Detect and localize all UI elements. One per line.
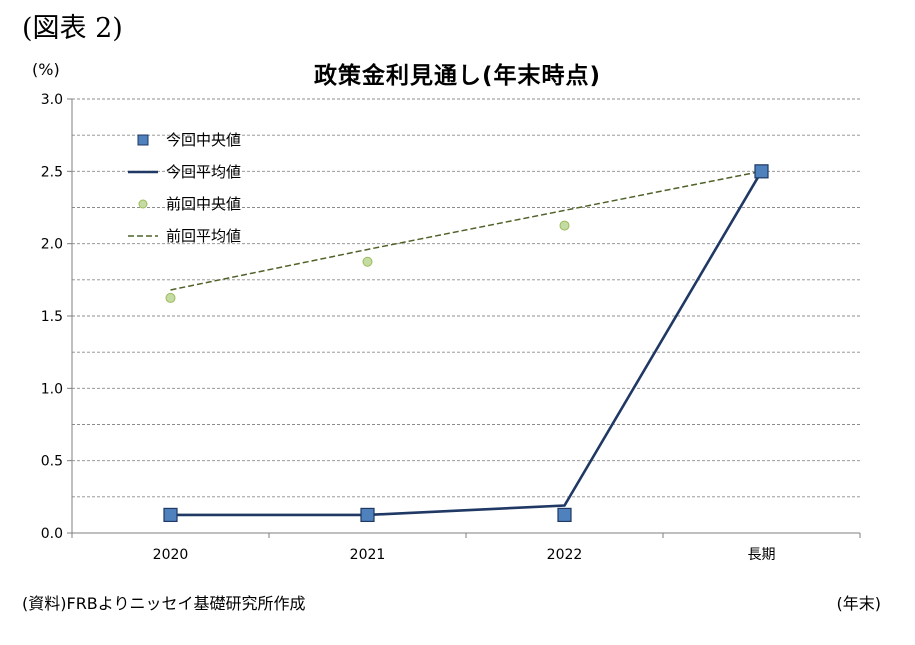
y-tick-label: 3.0	[41, 92, 63, 108]
y-tick-label: 2.5	[41, 164, 63, 180]
marker-current-median	[163, 507, 178, 523]
x-tick-label: 2020	[153, 547, 189, 563]
x-tick-labels: 2020 2021 2022 長期	[153, 547, 776, 563]
x-tick-label: 長期	[748, 547, 776, 563]
x-tick-label: 2022	[547, 547, 583, 563]
y-unit-label: (%)	[32, 60, 60, 79]
marker-previous-median	[165, 292, 176, 303]
legend-symbol-previous-median	[138, 199, 148, 209]
series-line-current-average	[170, 170, 763, 517]
y-tick-label: 2.0	[41, 237, 63, 253]
data-series	[163, 164, 769, 523]
axes	[67, 98, 861, 538]
y-tick-labels: 0.0 0.5 1.0 1.5 2.0 2.5 3.0	[41, 92, 63, 542]
legend-label: 前回平均値	[166, 227, 241, 245]
chart-title: 政策金利見通し(年末時点)	[313, 63, 602, 89]
series-line-previous-average	[170, 170, 762, 291]
y-tick-label: 1.5	[41, 309, 63, 325]
marker-previous-median	[362, 256, 373, 267]
source-note: (資料)FRBよりニッセイ基礎研究所作成	[22, 594, 306, 613]
y-tick-label: 0.5	[41, 454, 63, 470]
marker-previous-median	[559, 220, 570, 231]
x-tick-label: 2021	[350, 547, 386, 563]
y-tick-label: 0.0	[41, 526, 63, 542]
legend-symbol-current-median	[137, 134, 149, 146]
legend-label: 今回平均値	[166, 163, 241, 181]
grid-lines	[72, 98, 860, 498]
figure-label: (図表 2)	[22, 13, 123, 44]
marker-current-median	[557, 507, 572, 523]
x-unit-note: (年末)	[836, 594, 882, 613]
marker-current-median	[754, 164, 769, 179]
y-tick-label: 1.0	[41, 381, 63, 397]
marker-current-median	[360, 507, 375, 523]
legend-label: 今回中央値	[166, 131, 241, 149]
legend-label: 前回中央値	[166, 195, 241, 213]
